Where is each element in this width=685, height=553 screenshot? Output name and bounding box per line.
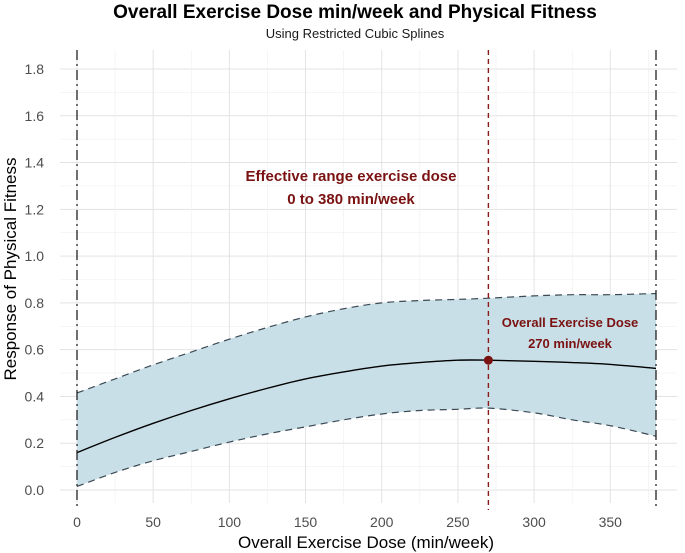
confidence-band <box>77 293 656 487</box>
x-tick-label: 0 <box>73 514 81 530</box>
y-tick-label: 1.4 <box>25 155 45 171</box>
x-tick-label: 100 <box>218 514 242 530</box>
x-tick-label: 300 <box>522 514 546 530</box>
y-tick-label: 1.2 <box>25 201 45 217</box>
x-tick-label: 350 <box>599 514 623 530</box>
highlight-point <box>483 355 493 365</box>
axis-ticks: 0.0 0.2 0.4 0.6 0.8 1.0 1.2 1.4 1.6 1.8 0 50 100 150 2… <box>25 61 623 530</box>
effective-range-annotation-line1: Effective range exercise dose <box>246 168 457 185</box>
x-axis-label: Overall Exercise Dose (min/week) <box>238 533 494 552</box>
y-axis-label: Response of Physical Fitness <box>1 158 20 381</box>
upper-ci-line <box>76 292 657 394</box>
y-tick-label: 0.2 <box>25 435 45 451</box>
reference-lines <box>76 50 657 510</box>
dose-annotation-line1: Overall Exercise Dose <box>502 315 639 330</box>
y-tick-label: 1.6 <box>25 108 45 124</box>
effective-range-annotation-line2: 0 to 380 min/week <box>287 191 415 208</box>
estimate-line <box>76 359 657 454</box>
chart-title: Overall Exercise Dose min/week and Physi… <box>113 2 597 23</box>
y-tick-label: 0.0 <box>25 482 45 498</box>
y-tick-label: 0.8 <box>25 295 45 311</box>
x-tick-label: 200 <box>370 514 394 530</box>
y-tick-label: 0.4 <box>25 388 45 404</box>
y-tick-label: 0.6 <box>25 342 45 358</box>
dose-annotation-line2: 270 min/week <box>528 336 613 351</box>
chart-subtitle: Using Restricted Cubic Splines <box>266 26 445 41</box>
x-tick-label: 250 <box>446 514 470 530</box>
y-tick-label: 1.0 <box>25 248 45 264</box>
x-tick-label: 50 <box>145 514 161 530</box>
lower-ci-line <box>76 407 657 488</box>
x-tick-label: 150 <box>294 514 318 530</box>
y-tick-label: 1.8 <box>25 61 45 77</box>
